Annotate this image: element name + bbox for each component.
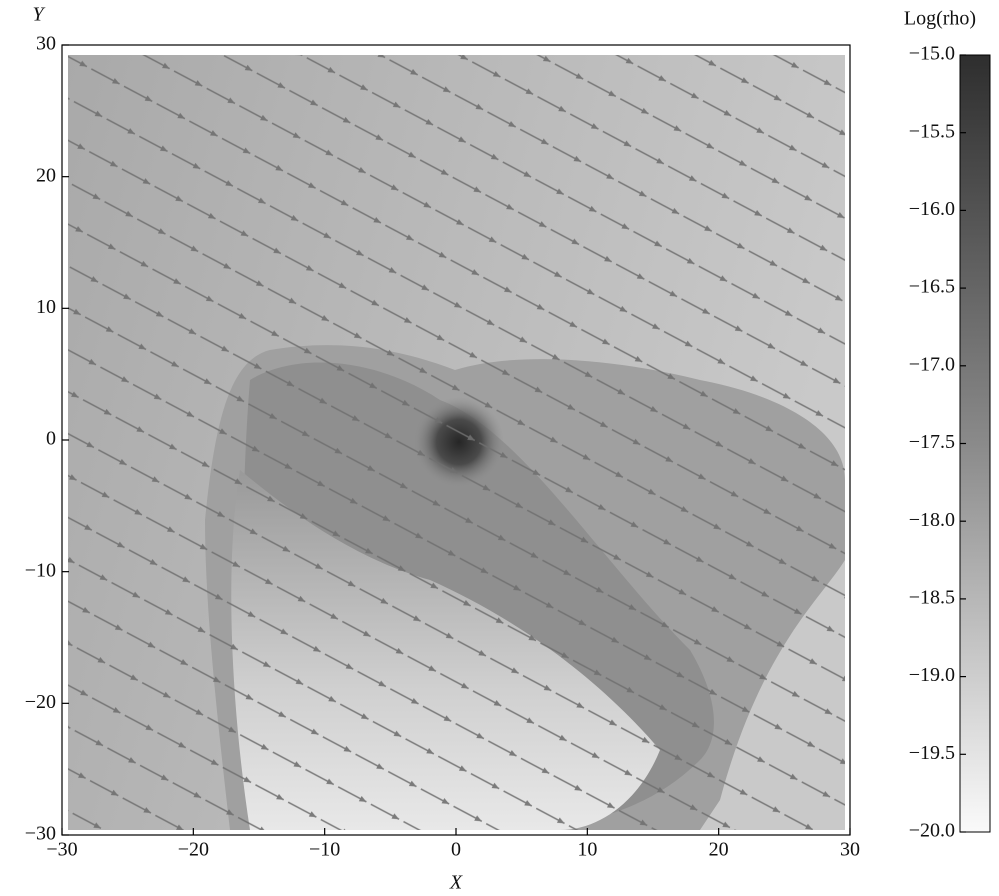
colorbar-label: Log(rho)	[904, 8, 976, 30]
x-tick-label: −10	[309, 839, 340, 861]
colorbar-tick-label: −18.5	[909, 586, 955, 608]
y-tick-label: 10	[36, 296, 56, 318]
y-tick-label: 0	[46, 428, 56, 450]
colorbar-tick-label: −17.5	[909, 431, 955, 453]
x-tick-label: 30	[840, 839, 860, 861]
colorbar-tick-label: −16.5	[909, 276, 955, 298]
colorbar-tick-label: −20.0	[909, 820, 955, 842]
x-tick-label: −20	[178, 839, 209, 861]
density-field	[68, 55, 845, 830]
x-tick-label: −30	[46, 839, 77, 861]
x-tick-label: 20	[709, 839, 729, 861]
colorbar-tick-label: −19.0	[909, 664, 955, 686]
y-tick-label: −20	[25, 691, 56, 713]
x-tick-label: 0	[451, 839, 461, 861]
x-tick-label: 10	[577, 839, 597, 861]
colorbar-tick-label: −19.5	[909, 742, 955, 764]
colorbar-tick-label: −16.0	[909, 198, 955, 220]
colorbar-tick-label: −18.0	[909, 509, 955, 531]
colorbar-tick-label: −17.0	[909, 353, 955, 375]
y-tick-label: −10	[25, 559, 56, 581]
colorbar-tick-label: −15.5	[909, 120, 955, 142]
x-axis-label: X	[449, 872, 463, 894]
y-axis-label: Y	[32, 4, 45, 26]
y-tick-label: 30	[36, 33, 56, 55]
colorbar-tick-label: −15.0	[909, 43, 955, 65]
y-tick-label: 20	[36, 164, 56, 186]
y-tick-label: −30	[25, 823, 56, 845]
